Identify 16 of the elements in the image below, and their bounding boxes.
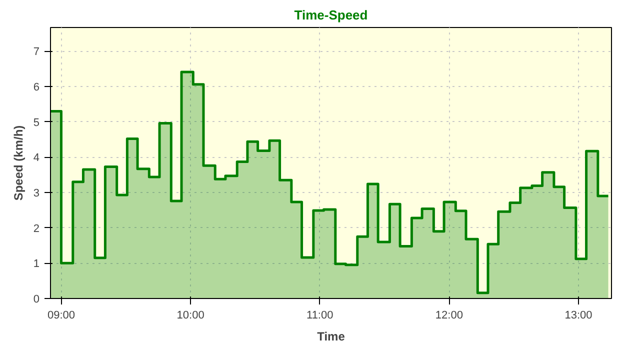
- x-tick-label: 10:00: [176, 310, 204, 322]
- y-tick-label: 0: [33, 294, 40, 306]
- y-tick-label: 5: [33, 116, 40, 129]
- x-tick-label: 11:00: [306, 310, 334, 322]
- x-tick-label: 12:00: [435, 310, 463, 322]
- y-axis-title: Speed (km/h): [11, 125, 26, 201]
- y-tick-label: 2: [33, 222, 40, 235]
- y-tick-label: 3: [33, 188, 40, 200]
- x-tick-label: 13:00: [564, 310, 592, 322]
- y-tick-label: 4: [33, 152, 40, 164]
- chart-title: Time-Speed: [294, 8, 368, 22]
- y-tick-label: 7: [33, 46, 40, 58]
- x-tick-label: 09:00: [47, 310, 75, 322]
- y-tick-label: 1: [33, 258, 40, 270]
- y-tick-label: 6: [33, 82, 40, 94]
- x-axis-title: Time: [317, 330, 346, 344]
